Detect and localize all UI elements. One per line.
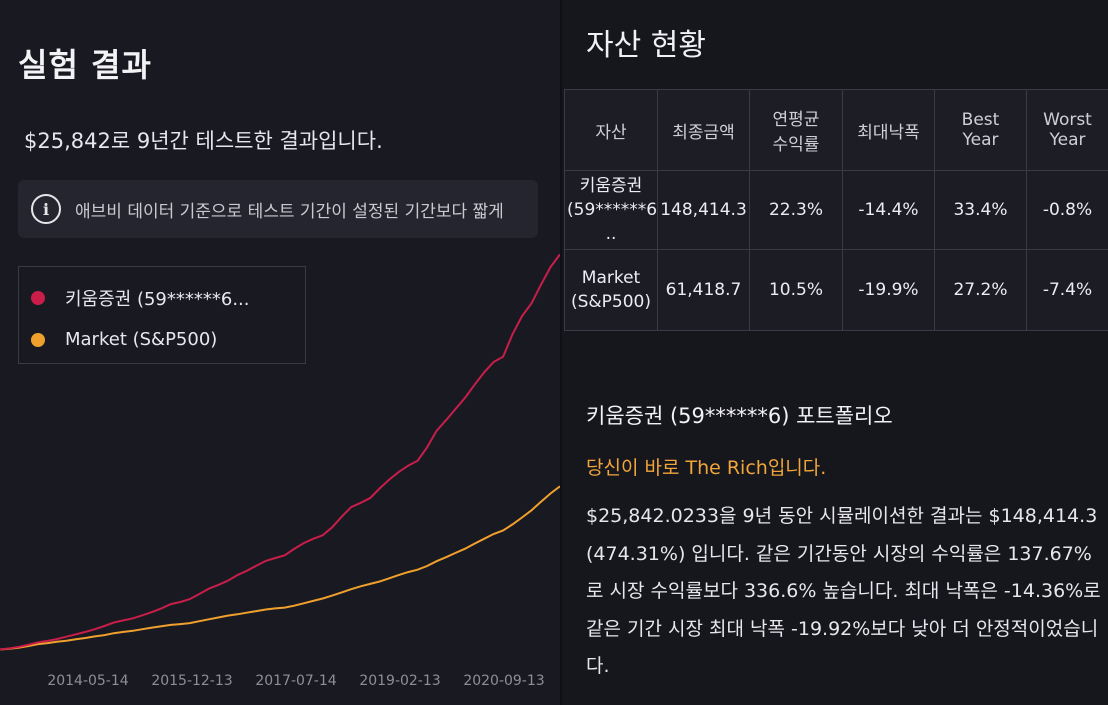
legend-dot-market xyxy=(31,332,45,347)
page-title: 실험 결과 xyxy=(18,46,152,84)
chart-legend: 키움증권 (59******6... Market (S&P500) xyxy=(18,266,306,364)
table-row: 키움증권 (59******6... 148,414.3 22.3% -14.4%… xyxy=(564,170,1108,250)
series-line-market xyxy=(0,485,560,651)
header-final-amount: 최종금액 xyxy=(657,89,750,171)
asset-table: 자산 최종금액 연평균 수익률 최대낙폭 Best Year Worst Year 키… xyxy=(564,89,1108,331)
rich-message: 당신이 바로 The Rich입니다. xyxy=(586,457,827,479)
cell-final-amount: 148,414.3 xyxy=(657,170,750,250)
legend-item-market[interactable]: Market (S&P500) xyxy=(31,329,217,350)
header-best-year: Best Year xyxy=(934,89,1027,171)
table-header-row: 자산 최종금액 연평균 수익률 최대낙폭 Best Year Worst Year xyxy=(564,89,1108,171)
cell-best-year: 33.4% xyxy=(934,170,1027,250)
header-worst-year: Worst Year xyxy=(1026,89,1108,171)
portfolio-title: 키움증권 (59******6) 포트폴리오 xyxy=(586,404,893,428)
header-cagr: 연평균 수익률 xyxy=(749,89,843,171)
series-line-portfolio xyxy=(0,253,560,651)
x-tick-label: 2019-02-13 xyxy=(359,673,441,689)
legend-label-portfolio: 키움증권 (59******6... xyxy=(65,289,250,310)
cell-asset-name: Market (S&P500) xyxy=(564,249,658,331)
cell-cagr: 10.5% xyxy=(749,249,843,331)
x-tick-label: 2020-09-13 xyxy=(463,673,545,689)
x-tick-label: 2017-07-14 xyxy=(255,673,337,689)
cell-max-drawdown: -19.9% xyxy=(842,249,935,331)
cell-worst-year: -0.8% xyxy=(1026,170,1108,250)
asset-status-title: 자산 현황 xyxy=(586,28,706,63)
legend-label-market: Market (S&P500) xyxy=(65,329,218,350)
result-summary: $25,842로 9년간 테스트한 결과입니다. xyxy=(24,129,383,153)
header-max-drawdown: 최대낙폭 xyxy=(842,89,935,171)
x-tick-label: 2014-05-14 xyxy=(47,673,129,689)
cell-max-drawdown: -14.4% xyxy=(842,170,935,250)
performance-line-chart xyxy=(0,253,560,651)
legend-item-portfolio[interactable]: 키움증권 (59******6... xyxy=(31,285,250,311)
table-row: Market (S&P500) 61,418.7 10.5% -19.9% 27.… xyxy=(564,249,1108,331)
legend-dot-portfolio xyxy=(31,291,45,305)
cell-cagr: 22.3% xyxy=(749,170,843,250)
cell-asset-name: 키움증권 (59******6... xyxy=(564,170,658,250)
cell-worst-year: -7.4% xyxy=(1026,249,1108,331)
panel-divider xyxy=(560,0,562,705)
x-axis-labels: 2014-05-14 2015-12-13 2017-07-14 2019-02-13… xyxy=(0,673,560,695)
header-asset: 자산 xyxy=(564,89,658,171)
notice-text: 애브비 데이터 기준으로 테스트 기간이 설정된 기간보다 짧게 xyxy=(75,201,504,222)
results-panel: 실험 결과 $25,842로 9년간 테스트한 결과입니다. i 애브비 데이터… xyxy=(0,46,560,695)
x-tick-label: 2015-12-13 xyxy=(151,673,233,689)
data-notice-banner: i 애브비 데이터 기준으로 테스트 기간이 설정된 기간보다 짧게 xyxy=(18,180,538,238)
cell-final-amount: 61,418.7 xyxy=(657,249,750,331)
cell-best-year: 27.2% xyxy=(934,249,1027,331)
asset-status-panel: 자산 현황 자산 최종금액 연평균 수익률 최대낙폭 Best Year Worst… xyxy=(562,0,1108,705)
info-icon: i xyxy=(31,194,61,224)
result-description: $25,842.0233을 9년 동안 시뮬레이션한 결과는 $148,414.… xyxy=(586,505,1101,677)
